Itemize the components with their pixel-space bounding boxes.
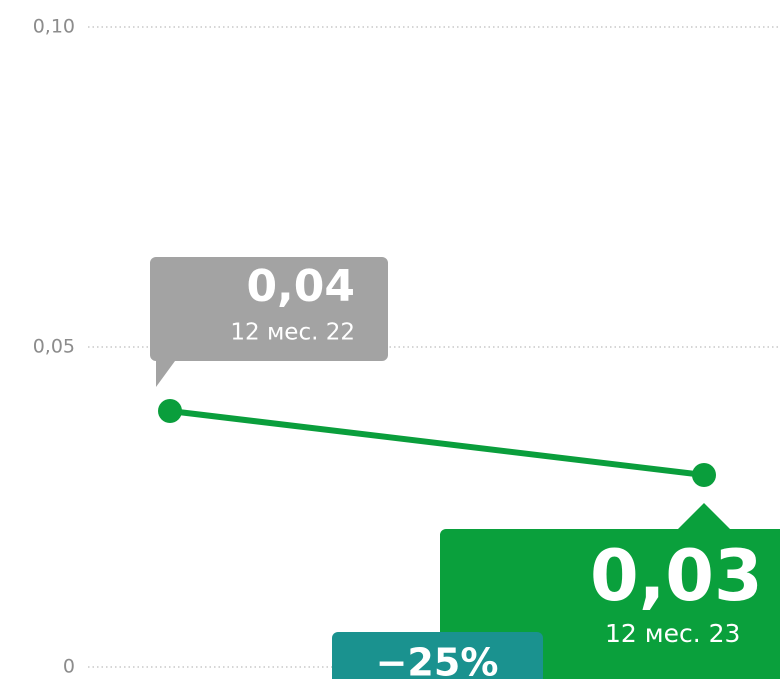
y-tick-label: 0 (63, 656, 75, 678)
point (692, 463, 716, 487)
change-label: −25% (376, 641, 499, 679)
category-label: 12 мес. 22 (230, 320, 355, 346)
y-tick-label: 0,05 (33, 336, 75, 358)
change-badge (332, 632, 543, 679)
value-label: 0,04 (246, 261, 355, 312)
y-tick-label: 0,10 (33, 16, 75, 38)
callout-box (150, 257, 388, 387)
value-label: 0,03 (590, 535, 763, 617)
point (158, 399, 182, 423)
line (169, 408, 705, 478)
category-label: 12 мес. 23 (605, 619, 740, 648)
